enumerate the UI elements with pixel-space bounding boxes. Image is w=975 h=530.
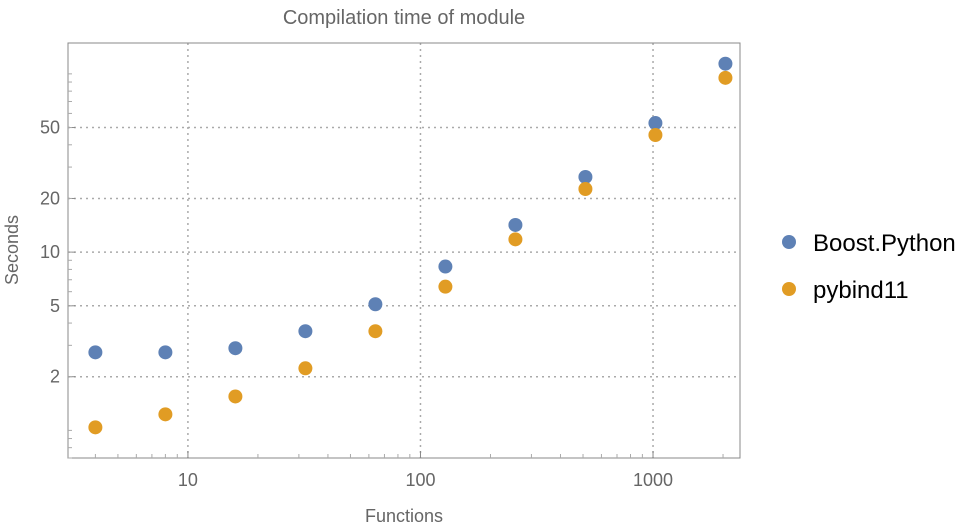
y-axis-label: Seconds bbox=[2, 215, 22, 285]
chart-title: Compilation time of module bbox=[283, 7, 525, 29]
boost-python-point bbox=[648, 116, 663, 131]
legend-label: pybind11 bbox=[813, 277, 909, 304]
boost-python-point bbox=[438, 259, 453, 274]
boost-python-point bbox=[718, 56, 733, 71]
pybind11-point bbox=[648, 128, 663, 143]
legend-marker bbox=[782, 282, 796, 296]
boost-python-point bbox=[88, 345, 103, 360]
pybind11-point bbox=[158, 407, 173, 422]
boost-python-point bbox=[578, 169, 593, 184]
boost-python-point bbox=[298, 324, 313, 339]
data-points bbox=[88, 56, 733, 435]
x-tick-label: 100 bbox=[405, 470, 435, 490]
y-tick-label: 2 bbox=[50, 367, 60, 387]
boost-python-point bbox=[158, 345, 173, 360]
y-tick-label: 10 bbox=[40, 242, 60, 262]
pybind11-point bbox=[88, 420, 103, 435]
pybind11-point bbox=[228, 389, 243, 404]
pybind11-point bbox=[438, 279, 453, 294]
legend-marker bbox=[782, 235, 796, 249]
legend-label: Boost.Python bbox=[813, 230, 956, 257]
pybind11-point bbox=[368, 324, 383, 339]
pybind11-point bbox=[578, 182, 593, 197]
y-tick-label: 20 bbox=[40, 188, 60, 208]
pybind11-point bbox=[508, 232, 523, 247]
boost-python-point bbox=[508, 217, 523, 232]
pybind11-point bbox=[298, 361, 313, 376]
plot-frame bbox=[67, 42, 741, 459]
x-tick-label: 10 bbox=[178, 470, 198, 490]
legend: Boost.Python pybind11 bbox=[782, 230, 956, 304]
y-tick-label: 50 bbox=[40, 118, 60, 138]
pybind11-point bbox=[718, 70, 733, 85]
x-axis-label: Functions bbox=[365, 506, 443, 525]
ticks: 10 100 1000 2 5 10 20 50 bbox=[40, 73, 724, 490]
boost-python-point bbox=[368, 297, 383, 312]
grid bbox=[68, 43, 740, 458]
boost-python-point bbox=[228, 341, 243, 356]
x-tick-label: 1000 bbox=[633, 470, 673, 490]
y-tick-label: 5 bbox=[50, 296, 60, 316]
